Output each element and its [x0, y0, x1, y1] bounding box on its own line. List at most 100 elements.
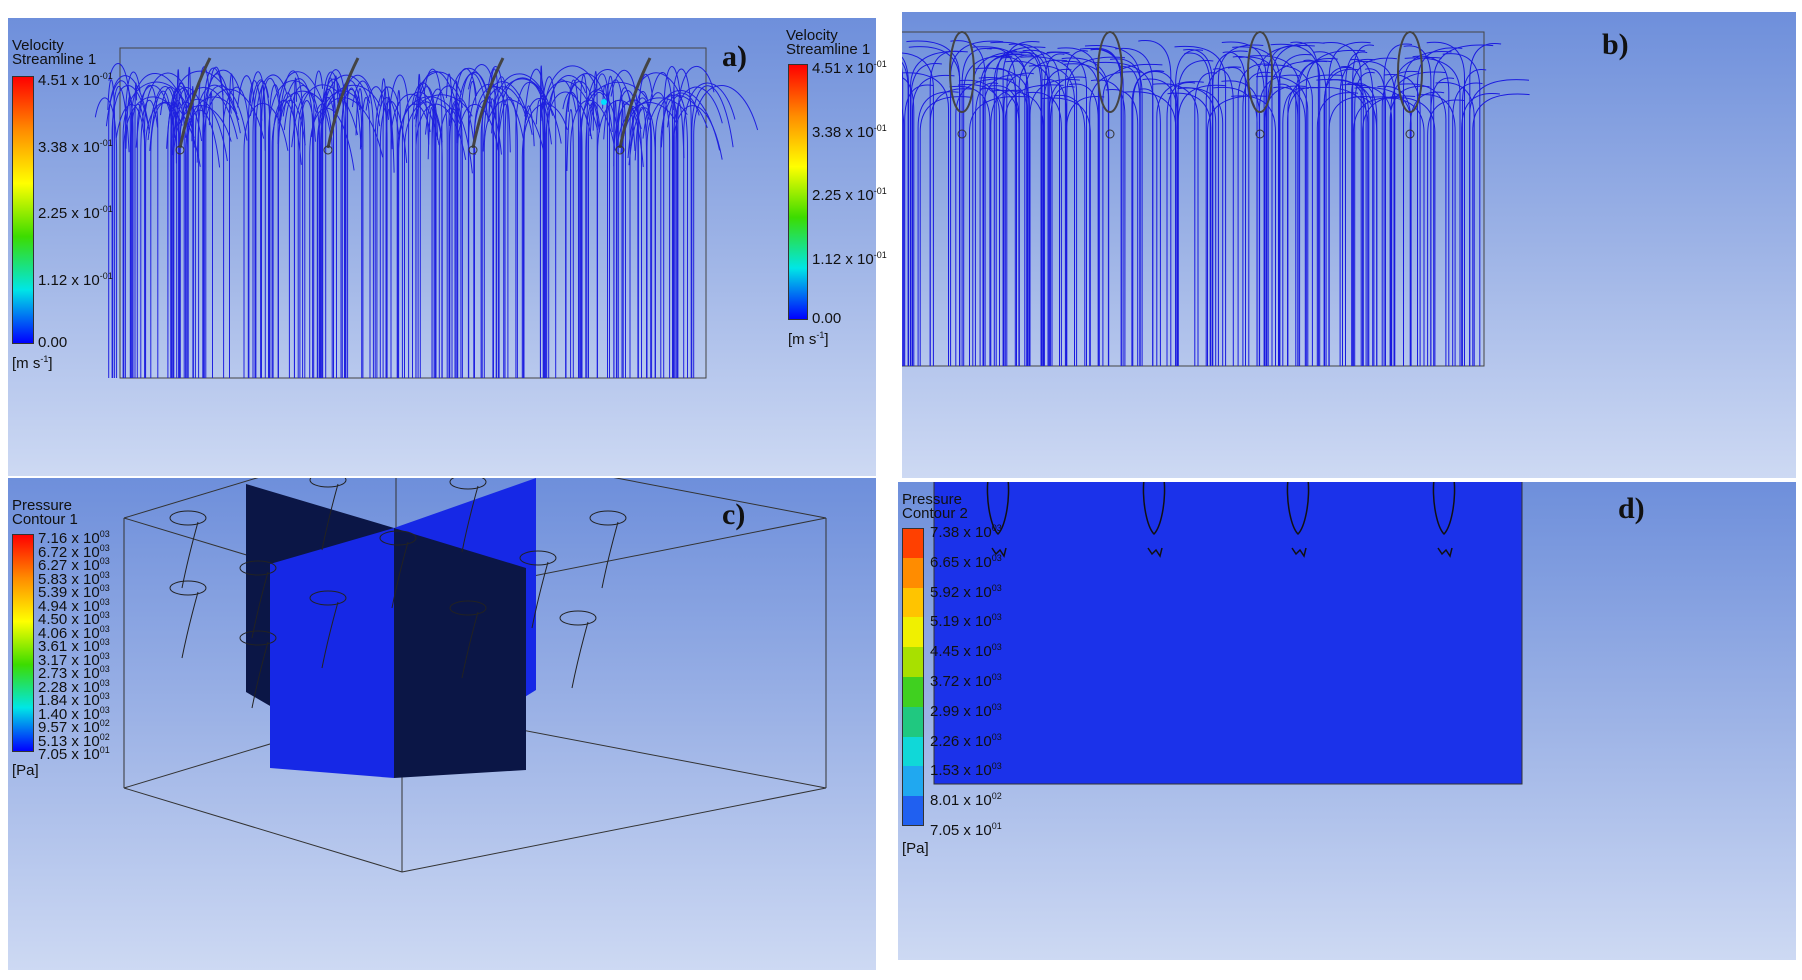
streamline — [1064, 63, 1110, 366]
bucket-rim — [379, 530, 417, 546]
streamline — [449, 98, 476, 378]
panel-b-velocity-streamlines: b) — [902, 12, 1796, 478]
colorbar-tick-label: 7.38 x 1003 — [930, 523, 1002, 541]
colorbar-tick-label: 7.05 x 1001 — [930, 821, 1002, 839]
streamline — [1004, 84, 1064, 366]
streamline — [317, 97, 384, 378]
streamline — [535, 99, 544, 378]
colorbar-tick-label: 6.72 x 1003 — [38, 542, 110, 561]
streamline — [1020, 56, 1078, 366]
colorbar-tick-label: 5.39 x 1003 — [38, 583, 110, 601]
streamline — [645, 72, 673, 378]
colorbar-band — [902, 706, 924, 737]
bucket-outline — [949, 31, 975, 113]
streamline — [404, 94, 473, 378]
streamline — [955, 78, 1013, 366]
streamline — [186, 109, 221, 378]
streamline — [990, 41, 1043, 366]
streamline — [1287, 86, 1319, 366]
streamline — [673, 86, 723, 378]
streamline — [1122, 91, 1177, 366]
streamline — [1066, 56, 1126, 366]
streamline — [480, 86, 528, 378]
colorbar-tick-label: 3.38 x 10-01 — [38, 137, 113, 156]
streamline — [1221, 80, 1261, 366]
colorbar-band — [902, 557, 924, 588]
bucket-rim — [589, 510, 627, 526]
streamline — [396, 89, 401, 378]
streamline — [283, 92, 306, 378]
panel-label-b: b) — [1602, 28, 1629, 61]
streamline — [673, 68, 692, 378]
streamline — [417, 74, 421, 378]
streamline — [1256, 44, 1315, 366]
streamline — [170, 70, 238, 378]
streamline — [1205, 66, 1242, 366]
legend-subtitle: Streamline 1 — [12, 51, 97, 68]
streamline — [1393, 57, 1442, 366]
box-edge — [123, 787, 403, 873]
streamline — [1048, 76, 1087, 366]
unit-label: [Pa] — [902, 840, 929, 857]
streamline — [316, 90, 364, 378]
streamline — [1025, 91, 1062, 366]
streamline — [1313, 51, 1343, 366]
streamline — [540, 65, 543, 378]
nozzle-marker — [1405, 129, 1415, 139]
bucket-outline — [986, 482, 1010, 536]
streamline — [1138, 40, 1172, 366]
streamline — [1305, 49, 1366, 366]
streamline — [504, 103, 511, 378]
streamline — [579, 74, 588, 378]
streamline — [677, 65, 715, 378]
streamline — [388, 74, 410, 378]
streamline — [198, 66, 210, 378]
streamline — [229, 73, 235, 378]
bucket-rim — [239, 630, 277, 646]
streamline — [1390, 71, 1447, 366]
streamline — [1427, 99, 1465, 366]
streamline — [415, 83, 430, 378]
colorbar-tick-label: 1.84 x 1003 — [38, 691, 110, 709]
streamline — [1148, 71, 1178, 366]
bucket-rim — [169, 580, 207, 596]
bucket-blade — [391, 541, 409, 609]
streamline — [1461, 68, 1487, 366]
panel-a-velocity-streamlines: Velocity Streamline 1 4.51 x 10-01 3.38 x… — [8, 18, 876, 476]
streamline — [1175, 49, 1204, 366]
velocity-colorbar — [12, 76, 34, 344]
streamline — [683, 82, 736, 378]
streamline — [917, 91, 959, 366]
panel-label-a: a) — [722, 40, 747, 73]
nozzle-marker — [468, 145, 478, 155]
streamline — [1042, 97, 1091, 366]
streamline — [411, 82, 436, 378]
streamline — [107, 79, 116, 378]
streamline — [663, 66, 681, 378]
colorbar-tick-label: 2.26 x 1003 — [930, 731, 1002, 750]
streamline — [415, 103, 467, 378]
streamline — [565, 81, 600, 378]
velocity-colorbar-b — [788, 64, 808, 320]
colorbar-tick-label: 7.05 x 1001 — [38, 745, 110, 763]
nozzle-marker — [991, 547, 1007, 558]
streamline — [902, 52, 934, 366]
bucket-blade — [326, 57, 360, 149]
streamline — [322, 74, 371, 378]
streamline — [1433, 44, 1494, 366]
streamline — [147, 86, 178, 378]
streamline — [344, 87, 362, 378]
panel-d-pressure-contour: Pressure Contour 2 7.38 x 1003 6.65 x 100… — [898, 482, 1796, 960]
streamline — [1093, 61, 1154, 366]
panel-label-c: c) — [722, 498, 746, 531]
streamline — [602, 85, 608, 378]
streamline — [523, 105, 535, 378]
streamline — [972, 51, 1030, 366]
streamline — [150, 102, 181, 378]
colorbar-tick-label: 2.99 x 1003 — [930, 701, 1002, 720]
streamline — [1212, 50, 1248, 366]
streamline — [1417, 47, 1463, 366]
streamline — [203, 69, 242, 378]
nozzle-marker — [1291, 547, 1307, 558]
bucket-outline — [1142, 482, 1166, 536]
